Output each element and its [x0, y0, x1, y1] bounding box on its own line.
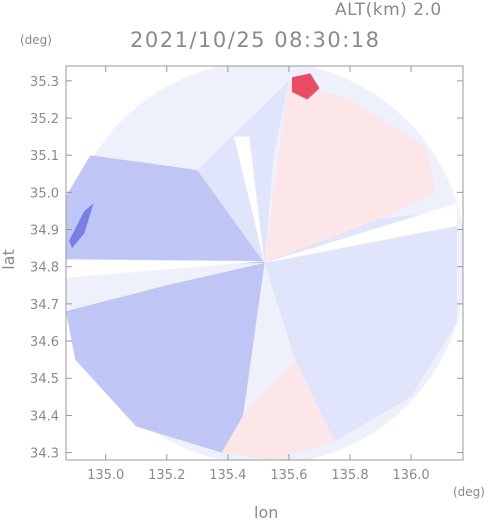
y-tick-label: 34.4 — [30, 409, 59, 424]
plot-frame — [65, 65, 464, 461]
no-data-gap-2 — [264, 203, 457, 263]
x-tick-label: 136.0 — [392, 468, 429, 483]
altitude-label: ALT(km) 2.0 — [335, 0, 442, 20]
region-south-sector — [221, 359, 335, 460]
x-tick-label: 135.6 — [270, 468, 307, 483]
y-tick-label: 35.0 — [30, 186, 59, 201]
region-north-edge-feature — [292, 73, 320, 100]
y-tick-label: 34.9 — [30, 224, 59, 239]
velocity-field — [66, 66, 463, 460]
region-west-edge-feature — [69, 203, 94, 249]
x-tick-label: 135.4 — [209, 468, 246, 483]
x-tick-label: 135.0 — [87, 468, 124, 483]
y-tick-label: 35.2 — [30, 112, 59, 127]
region-south-west-sector — [66, 263, 265, 453]
chart-title: 2021/10/25 08:30:18 — [130, 28, 381, 52]
x-tick-label: 135.8 — [331, 468, 368, 483]
y-tick-label: 35.1 — [30, 149, 59, 164]
no-data-gap-3 — [233, 136, 265, 263]
y-tick-label: 34.3 — [30, 447, 59, 462]
y-tick-label: 34.8 — [30, 261, 59, 276]
x-tick-label: 135.2 — [148, 468, 185, 483]
region-west-sector — [66, 155, 265, 267]
no-data-gap-1 — [66, 259, 265, 278]
region-east-sector — [264, 211, 457, 442]
y-tick-label: 34.7 — [30, 298, 59, 313]
y-axis-unit: (deg) — [20, 33, 52, 47]
x-axis-label: lon — [254, 503, 279, 522]
y-tick-label: 34.5 — [30, 372, 59, 387]
axis-ticks: 135.0 135.2 135.4 135.6 135.8 136.0 34.3 34.4 34… — [30, 66, 463, 483]
x-axis-unit: (deg) — [453, 485, 485, 499]
region-north-east-sector — [264, 80, 436, 264]
y-tick-label: 34.6 — [30, 335, 59, 350]
y-tick-label: 35.3 — [30, 75, 59, 90]
